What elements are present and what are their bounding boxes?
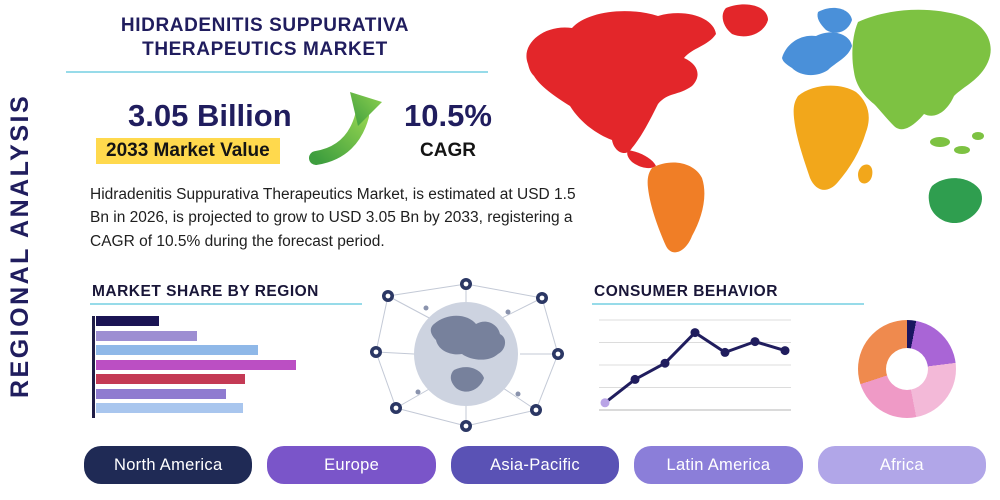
map-south-america xyxy=(647,162,705,253)
region-button-north-america[interactable]: North America xyxy=(84,446,253,484)
map-island xyxy=(972,132,984,140)
region-button-latin-america[interactable]: Latin America xyxy=(634,446,803,484)
trend-marker xyxy=(600,398,610,408)
market-value-caption: 2033 Market Value xyxy=(96,138,280,164)
market-share-bar xyxy=(96,330,197,341)
map-north-america xyxy=(526,11,716,154)
cagr-caption: CAGR xyxy=(420,140,476,161)
map-madagascar xyxy=(858,164,873,184)
consumer-behavior-line-chart xyxy=(599,319,791,411)
market-share-bar-chart xyxy=(92,316,306,418)
region-button-asia-pacific[interactable]: Asia-Pacific xyxy=(450,446,620,484)
market-share-underline xyxy=(90,303,362,305)
donut-hole xyxy=(886,348,928,390)
market-share-bar xyxy=(96,403,243,413)
growth-arrow-icon xyxy=(309,92,382,165)
region-button-europe[interactable]: Europe xyxy=(267,446,436,484)
trend-marker xyxy=(720,347,730,357)
trend-marker xyxy=(630,374,640,384)
consumer-behavior-underline xyxy=(592,303,864,305)
market-share-bar xyxy=(96,374,246,384)
region-button-africa[interactable]: Africa xyxy=(817,446,987,484)
map-asia xyxy=(852,9,991,130)
globe-network-graphic xyxy=(370,278,564,432)
consumer-behavior-heading: CONSUMER BEHAVIOR xyxy=(594,283,778,300)
page-title: HIDRADENITIS SUPPURATIVA THERAPEUTICS MA… xyxy=(120,15,410,60)
map-australia xyxy=(928,178,982,224)
vertical-section-label: REGIONAL ANALYSIS xyxy=(6,93,34,399)
region-donut-chart xyxy=(858,320,956,418)
top-divider-line xyxy=(66,71,488,73)
market-share-bar xyxy=(96,345,258,355)
map-europe xyxy=(782,32,852,76)
trend-marker xyxy=(660,358,670,368)
map-greenland xyxy=(722,4,768,37)
map-island xyxy=(930,137,950,147)
market-share-bar xyxy=(96,388,227,399)
market-share-heading: MARKET SHARE BY REGION xyxy=(92,283,319,300)
map-island xyxy=(954,146,970,154)
region-buttons-row: North America Europe Asia-Pacific Latin Ame… xyxy=(84,446,987,484)
map-africa xyxy=(793,85,869,190)
cagr-stat: 10.5% xyxy=(404,98,492,133)
trend-marker xyxy=(690,328,700,338)
trend-marker xyxy=(780,346,790,356)
world-map xyxy=(526,4,991,253)
market-description: Hidradenitis Suppurativa Therapeutics Ma… xyxy=(90,186,576,250)
market-share-bar xyxy=(96,316,159,326)
trend-marker xyxy=(750,337,760,347)
map-central-america xyxy=(627,150,656,169)
market-share-bar xyxy=(96,359,296,370)
market-value-stat: 3.05 Billion xyxy=(128,98,292,133)
map-scandinavia xyxy=(817,7,852,33)
